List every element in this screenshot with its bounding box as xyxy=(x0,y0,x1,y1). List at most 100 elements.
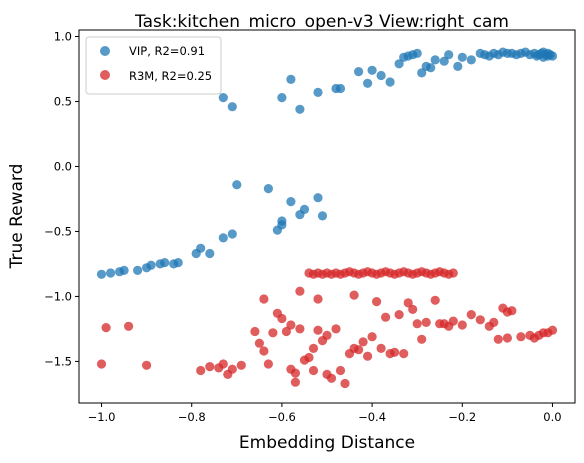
y-tick-label: −1.0 xyxy=(44,289,72,303)
r3m-data-point xyxy=(421,317,431,327)
r3m-data-point xyxy=(390,347,400,357)
x-axis-label: Embedding Distance xyxy=(239,433,415,453)
vip-data-point xyxy=(96,269,107,279)
r3m-data-point xyxy=(313,325,323,335)
vip-data-point xyxy=(412,48,422,59)
vip-data-point xyxy=(453,61,463,71)
r3m-data-point xyxy=(372,297,382,307)
vip-data-point xyxy=(133,265,143,275)
x-axis: −1.0 −0.8 −0.6 −0.4 −0.2 0.0 xyxy=(88,403,562,424)
r3m-data-point xyxy=(399,349,409,359)
vip-data-point xyxy=(286,74,296,84)
vip-data-point xyxy=(439,56,449,66)
r3m-data-point xyxy=(308,343,319,353)
r3m-data-point xyxy=(308,365,319,376)
r3m-data-point xyxy=(335,365,346,376)
r3m-data-point xyxy=(363,351,373,361)
r3m-data-point xyxy=(448,316,458,326)
legend-marker-vip xyxy=(100,46,110,56)
y-tick-label: 0.0 xyxy=(54,159,72,173)
x-tick-label: −0.4 xyxy=(358,410,386,424)
chart-title: Task:kitchen_micro_open-v3 View:right_ca… xyxy=(134,12,509,32)
vip-data-point xyxy=(313,193,323,203)
vip-data-point xyxy=(335,83,346,94)
r3m-data-point xyxy=(326,373,337,383)
vip-data-point xyxy=(146,260,156,270)
vip-data-point xyxy=(218,233,228,243)
r3m-data-point xyxy=(295,286,305,296)
r3m-data-point xyxy=(381,312,391,322)
r3m-data-point xyxy=(263,359,273,369)
y-tick-label: −0.5 xyxy=(44,224,72,238)
vip-data-point xyxy=(295,104,305,114)
vip-data-point xyxy=(218,93,228,103)
r3m-data-point xyxy=(547,325,558,335)
points-layer xyxy=(96,47,558,389)
vip-data-point xyxy=(263,184,273,194)
legend-label-vip: VIP, R2=0.91 xyxy=(129,44,205,58)
vip-data-point xyxy=(227,102,237,112)
r3m-data-point xyxy=(331,324,341,334)
vip-data-point xyxy=(106,268,116,278)
r3m-data-point xyxy=(259,346,269,356)
r3m-data-point xyxy=(227,364,237,374)
vip-data-point xyxy=(376,70,386,81)
x-tick-label: 0.0 xyxy=(543,410,561,424)
vip-data-point xyxy=(232,180,242,190)
r3m-data-point xyxy=(142,360,152,370)
r3m-data-point xyxy=(475,315,485,325)
vip-data-point xyxy=(457,52,467,62)
x-tick-label: −1.0 xyxy=(88,410,116,424)
r3m-data-point xyxy=(408,304,418,314)
y-tick-label: 0.5 xyxy=(54,94,72,108)
r3m-data-point xyxy=(295,324,305,334)
plot-frame xyxy=(78,29,576,404)
vip-data-point xyxy=(385,77,395,87)
legend-label-r3m: R3M, R2=0.25 xyxy=(129,69,212,83)
plot-area xyxy=(78,29,576,404)
vip-data-point xyxy=(363,78,373,88)
r3m-data-point xyxy=(376,343,386,353)
r3m-data-point xyxy=(268,328,278,338)
vip-data-point xyxy=(173,258,183,268)
r3m-data-point xyxy=(457,320,467,330)
vip-data-point xyxy=(367,65,377,75)
r3m-data-point xyxy=(286,320,296,330)
r3m-data-point xyxy=(507,306,517,316)
vip-data-point xyxy=(299,204,310,214)
r3m-data-point xyxy=(489,317,499,327)
r3m-data-point xyxy=(358,337,368,347)
r3m-data-point xyxy=(349,290,359,300)
vip-data-point xyxy=(426,63,436,73)
r3m-data-point xyxy=(218,359,228,369)
x-tick-label: −0.6 xyxy=(268,410,296,424)
vip-data-point xyxy=(160,258,170,268)
vip-data-point xyxy=(430,55,440,65)
r3m-data-point xyxy=(412,319,422,329)
r3m-data-point xyxy=(277,313,287,324)
vip-data-point xyxy=(277,93,287,103)
legend: VIP, R2=0.91 R3M, R2=0.25 xyxy=(85,36,222,95)
y-tick-label: −1.5 xyxy=(44,354,72,368)
r3m-data-point xyxy=(430,295,440,305)
vip-data-point xyxy=(205,248,215,259)
vip-data-point xyxy=(119,265,129,275)
r3m-data-point xyxy=(502,333,512,343)
vip-data-point xyxy=(227,229,237,239)
y-axis: 1.0 0.5 0.0 −0.5 −1.0 −1.5 xyxy=(44,29,79,368)
y-axis-label: True Reward xyxy=(7,164,27,270)
r3m-data-point xyxy=(124,321,134,331)
r3m-data-point xyxy=(403,298,413,308)
legend-marker-r3m xyxy=(100,70,110,80)
r3m-data-point xyxy=(259,294,269,304)
r3m-data-point xyxy=(493,334,503,344)
r3m-data-point xyxy=(394,310,404,320)
r3m-data-point xyxy=(304,352,314,363)
r3m-data-point xyxy=(196,365,206,376)
vip-data-point xyxy=(394,59,404,69)
r3m-data-point xyxy=(516,332,526,342)
r3m-data-point xyxy=(290,377,300,387)
r3m-data-point xyxy=(322,330,332,340)
r3m-data-point xyxy=(250,326,260,337)
